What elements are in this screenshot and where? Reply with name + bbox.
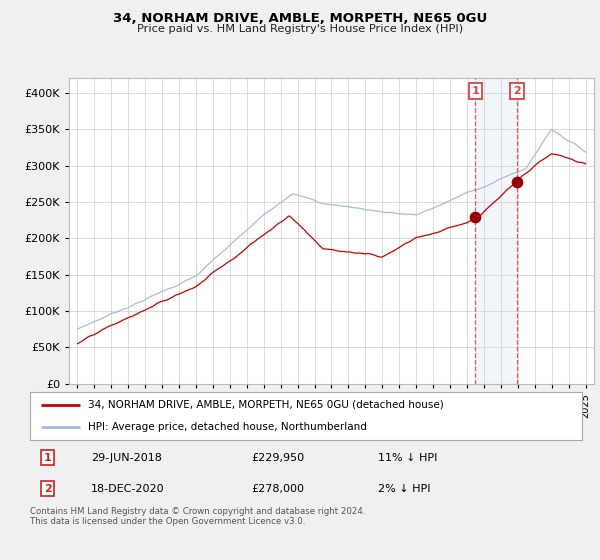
Text: Contains HM Land Registry data © Crown copyright and database right 2024.
This d: Contains HM Land Registry data © Crown c… [30,507,365,526]
Text: £229,950: £229,950 [251,453,304,463]
Text: 1: 1 [472,86,479,96]
Point [470,212,480,221]
Text: Price paid vs. HM Land Registry's House Price Index (HPI): Price paid vs. HM Land Registry's House … [137,24,463,34]
Text: 34, NORHAM DRIVE, AMBLE, MORPETH, NE65 0GU: 34, NORHAM DRIVE, AMBLE, MORPETH, NE65 0… [113,12,487,25]
Text: £278,000: £278,000 [251,484,304,493]
Text: 2: 2 [513,86,521,96]
Text: 29-JUN-2018: 29-JUN-2018 [91,453,161,463]
Text: 11% ↓ HPI: 11% ↓ HPI [378,453,437,463]
Text: 34, NORHAM DRIVE, AMBLE, MORPETH, NE65 0GU (detached house): 34, NORHAM DRIVE, AMBLE, MORPETH, NE65 0… [88,400,444,410]
Text: 2: 2 [44,484,52,493]
Point [512,177,522,186]
Text: 1: 1 [44,453,52,463]
Bar [475,78,517,384]
Text: 18-DEC-2020: 18-DEC-2020 [91,484,164,493]
Text: 2% ↓ HPI: 2% ↓ HPI [378,484,430,493]
Text: HPI: Average price, detached house, Northumberland: HPI: Average price, detached house, Nort… [88,422,367,432]
